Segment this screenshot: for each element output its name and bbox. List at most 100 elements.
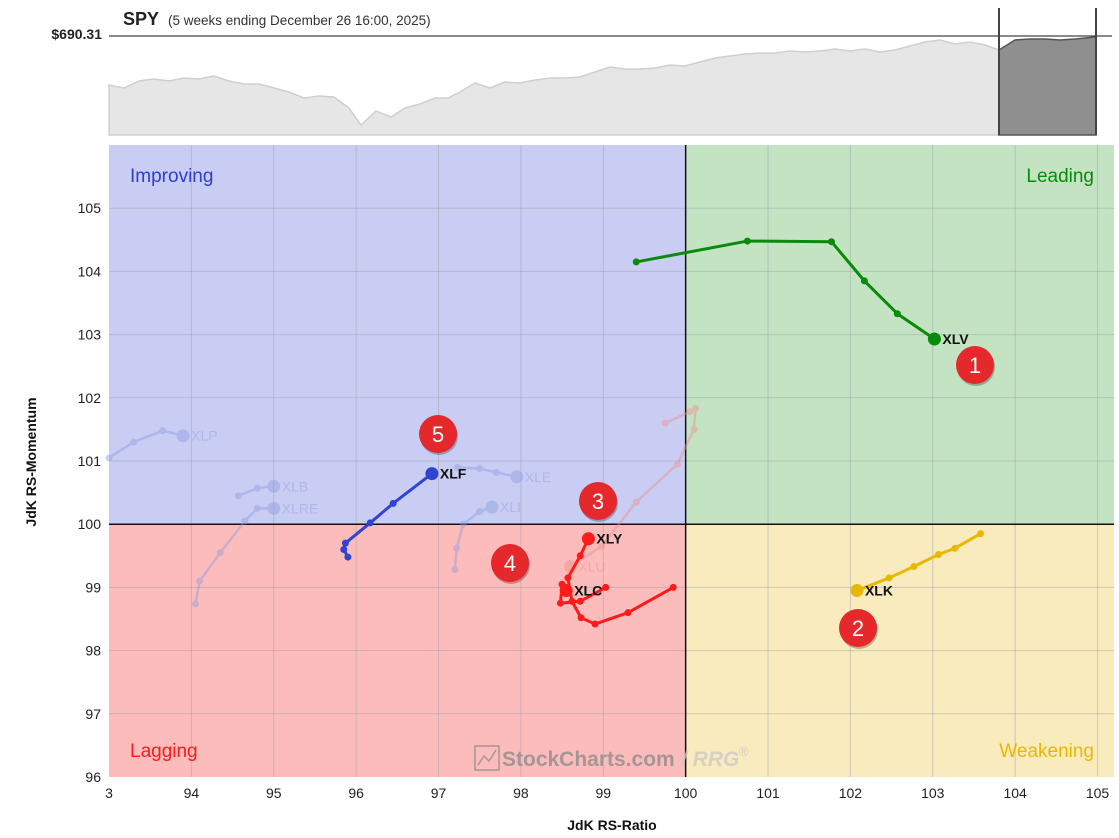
tail-point [632, 258, 640, 266]
quadrant-improving [109, 145, 686, 525]
series-xlp[interactable]: XLP [105, 427, 218, 462]
badge-circle [579, 482, 617, 520]
head-point[interactable] [267, 501, 281, 515]
x-tick-label: 102 [839, 785, 863, 801]
annotation-badge: 4 [491, 544, 530, 584]
tail-point [241, 517, 249, 525]
tail-point [253, 484, 261, 492]
tail-line [634, 239, 936, 341]
tail-point [673, 460, 681, 468]
quadrant-leading [685, 145, 1114, 525]
tail-point [632, 498, 640, 506]
tail-point [389, 499, 397, 507]
y-axis-title: JdK RS-Momentum [23, 397, 39, 526]
tail-point [234, 492, 242, 500]
head-point[interactable] [581, 532, 595, 546]
quadrant-lagging [109, 524, 686, 777]
series-label: XLP [191, 428, 217, 444]
tail-point [476, 465, 484, 473]
badge-layer: 1 2 3 4 5 [419, 346, 995, 649]
header-subtitle: (5 weeks ending December 26 16:00, 2025) [168, 13, 431, 28]
tail-point [344, 553, 352, 561]
tail-point [602, 583, 610, 591]
tail-line [855, 532, 983, 593]
x-tick-label: 96 [348, 785, 364, 801]
head-point[interactable] [176, 429, 190, 443]
badge-number: 4 [504, 551, 516, 576]
annotation-badge: 3 [579, 482, 618, 522]
y-tick-label: 100 [78, 516, 102, 532]
head-point[interactable] [267, 479, 281, 493]
series-label: XLC [574, 583, 602, 599]
tail-line [107, 429, 185, 460]
series-xlc[interactable]: XLC [556, 580, 610, 607]
badge-circle [419, 415, 457, 453]
spy-header: SPY (5 weeks ending December 26 16:00, 2… [51, 8, 1112, 136]
tail-point [577, 614, 585, 622]
x-tick-label: 103 [921, 785, 945, 801]
tail-point [556, 599, 564, 607]
x-tick-label: 100 [674, 785, 698, 801]
badge-circle [956, 346, 994, 384]
badge-number: 1 [969, 353, 981, 378]
series-xlb[interactable]: XLB [234, 478, 308, 500]
series-label: XLY [596, 531, 623, 547]
annotation-badge: 5 [419, 415, 458, 455]
tail-point [743, 237, 751, 245]
series-xlre[interactable]: XLRE [191, 500, 319, 608]
y-tick-label: 103 [78, 327, 102, 343]
tail-point [686, 408, 694, 416]
series-label: XLRE [282, 500, 319, 516]
y-tick-label: 97 [85, 706, 101, 722]
y-tick-label: 102 [78, 390, 102, 406]
center-lines [109, 145, 1114, 777]
annotation-badge: 2 [839, 609, 878, 649]
head-point[interactable] [559, 584, 573, 598]
series-xlk[interactable]: XLK [850, 530, 985, 599]
tail-point [591, 620, 599, 628]
tail-point [459, 520, 467, 528]
series-label: XLK [865, 583, 893, 599]
series-xle[interactable]: XLE [453, 463, 551, 485]
badge-number: 5 [432, 422, 444, 447]
tail-point [564, 574, 572, 582]
head-point[interactable] [485, 500, 499, 514]
series-xlf[interactable]: XLF [340, 466, 467, 561]
tail-point [453, 463, 461, 471]
tail-point [893, 310, 901, 318]
series-xlv[interactable]: XLV [632, 237, 970, 347]
head-point[interactable] [850, 584, 864, 598]
y-tick-label: 99 [85, 579, 101, 595]
spy-price-highlight [998, 36, 1097, 136]
y-tick-label: 105 [78, 200, 102, 216]
tail-point [159, 427, 167, 435]
quadrant-label-lagging: Lagging [130, 741, 198, 762]
tail-point [216, 549, 224, 557]
series-label: XLI [500, 499, 521, 515]
tail-point [196, 577, 204, 585]
head-point[interactable] [927, 332, 941, 346]
tail-point [366, 519, 374, 527]
watermark-suffix: / RRG [680, 748, 739, 771]
series-label: XLB [282, 478, 308, 494]
quadrant-label-weakening: Weakening [999, 741, 1094, 762]
tail-line [453, 505, 494, 571]
tail-point [191, 600, 199, 608]
tail-point [492, 468, 500, 476]
head-point[interactable] [510, 470, 524, 484]
head-point[interactable] [425, 467, 439, 481]
x-tick-label: 97 [431, 785, 447, 801]
series-xli[interactable]: XLI [451, 499, 521, 574]
quadrant-label-leading: Leading [1026, 166, 1094, 187]
x-tick-label: 3 [105, 785, 113, 801]
y-tick-label: 104 [78, 263, 102, 279]
tail-point [951, 544, 959, 552]
x-tick-label: 104 [1003, 785, 1027, 801]
tail-point [860, 277, 868, 285]
tail-line [194, 507, 276, 606]
tail-point [692, 405, 700, 413]
tail-line [569, 407, 697, 568]
tail-point [669, 583, 677, 591]
